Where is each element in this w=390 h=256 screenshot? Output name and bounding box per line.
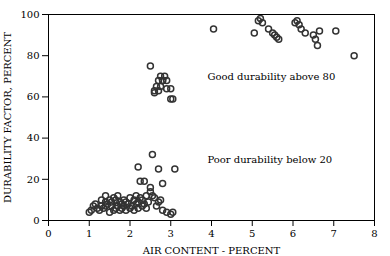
svg-text:2: 2 [127, 228, 133, 239]
svg-text:40: 40 [27, 132, 40, 143]
svg-text:6: 6 [290, 228, 296, 239]
svg-text:4: 4 [208, 228, 214, 239]
svg-text:20: 20 [27, 174, 40, 185]
svg-text:5: 5 [249, 228, 255, 239]
svg-text:0: 0 [45, 228, 51, 239]
svg-text:AIR CONTENT - PERCENT: AIR CONTENT - PERCENT [142, 245, 281, 256]
svg-text:7: 7 [331, 228, 337, 239]
svg-text:Poor durability below 20: Poor durability below 20 [207, 154, 332, 165]
svg-text:Good durability above 80: Good durability above 80 [207, 71, 335, 82]
svg-text:60: 60 [27, 91, 40, 102]
svg-text:100: 100 [20, 9, 39, 20]
svg-text:DURABILITY FACTOR, PERCENT: DURABILITY FACTOR, PERCENT [2, 32, 13, 203]
svg-text:80: 80 [27, 50, 40, 61]
svg-text:8: 8 [371, 228, 377, 239]
svg-text:1: 1 [86, 228, 92, 239]
svg-text:0: 0 [33, 215, 39, 226]
svg-text:3: 3 [168, 228, 174, 239]
